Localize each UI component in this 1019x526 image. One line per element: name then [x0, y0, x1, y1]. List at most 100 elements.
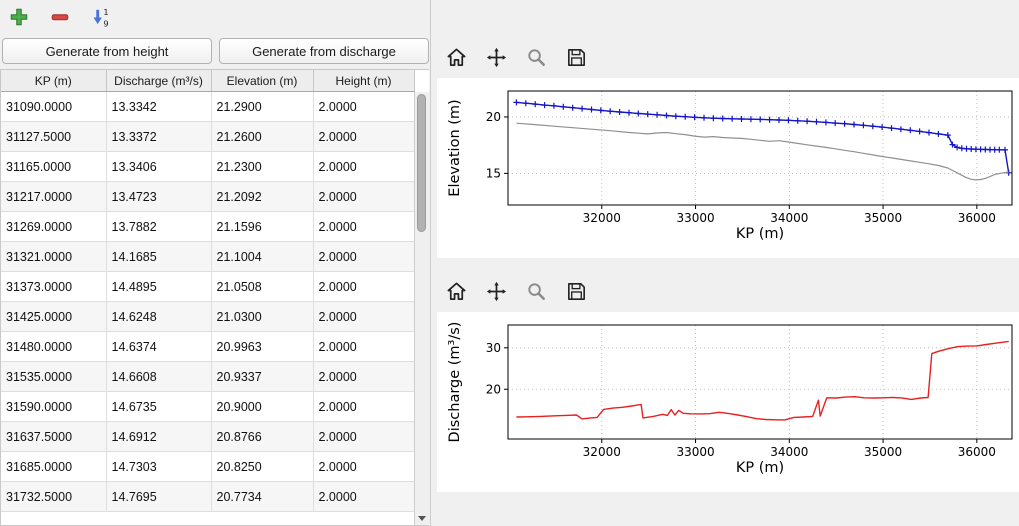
- table-cell[interactable]: 31217.0000: [1, 181, 107, 212]
- table-cell[interactable]: 14.4895: [106, 271, 212, 302]
- table-cell[interactable]: 2.0000: [313, 481, 415, 512]
- generate-from-height-button[interactable]: Generate from height: [2, 38, 212, 64]
- svg-text:34000: 34000: [770, 445, 808, 459]
- table-cell[interactable]: 14.6248: [106, 301, 212, 332]
- sort-rows-button[interactable]: 1 9: [87, 3, 115, 31]
- svg-text:34000: 34000: [770, 211, 808, 225]
- generate-buttons-row: Generate from height Generate from disch…: [2, 38, 429, 64]
- table-cell[interactable]: 31165.0000: [1, 151, 107, 182]
- table-cell[interactable]: 2.0000: [313, 151, 415, 182]
- save-icon: [568, 49, 585, 66]
- table-cell[interactable]: 13.4723: [106, 181, 212, 212]
- table-cell[interactable]: 20.7734: [211, 481, 314, 512]
- elevation-figure: 32000 33000 34000 35000 36000 15 20 KP (m) Eleva…: [437, 78, 1019, 258]
- table-cell[interactable]: 13.3372: [106, 121, 212, 152]
- svg-text:33000: 33000: [676, 211, 714, 225]
- discharge-chart-toolbar: [441, 276, 591, 306]
- column-header[interactable]: KP (m): [1, 70, 107, 92]
- save-button[interactable]: [561, 42, 591, 72]
- table-row: 31637.5000 14.6912 20.8766 2.0000: [1, 421, 415, 452]
- table-cell[interactable]: 31269.0000: [1, 211, 107, 242]
- table-cell[interactable]: 21.1596: [211, 211, 314, 242]
- table-scrollbar[interactable]: [414, 92, 429, 525]
- elevation-chart[interactable]: 32000 33000 34000 35000 36000 15 20 KP (m) Eleva…: [437, 78, 1019, 258]
- table-cell[interactable]: 31590.0000: [1, 391, 107, 422]
- zoom-button[interactable]: [521, 276, 551, 306]
- table-cell[interactable]: 31685.0000: [1, 451, 107, 482]
- table-cell[interactable]: 13.3406: [106, 151, 212, 182]
- table-cell[interactable]: 20.9000: [211, 391, 314, 422]
- column-header[interactable]: Elevation (m): [211, 70, 314, 92]
- discharge-chart[interactable]: 32000 33000 34000 35000 36000 20 30 KP (m) Disch…: [437, 312, 1019, 492]
- table-cell[interactable]: 2.0000: [313, 421, 415, 452]
- table-cell[interactable]: 20.8250: [211, 451, 314, 482]
- profile-table: KP (m) Discharge (m³/s) Elevation (m) Heigh…: [0, 69, 429, 526]
- table-cell[interactable]: 2.0000: [313, 301, 415, 332]
- scrollbar-thumb[interactable]: [417, 94, 426, 232]
- table-cell[interactable]: 14.7303: [106, 451, 212, 482]
- table-cell[interactable]: 13.7882: [106, 211, 212, 242]
- table-cell[interactable]: 21.0508: [211, 271, 314, 302]
- table-cell[interactable]: 14.7695: [106, 481, 212, 512]
- table-cell[interactable]: 14.6735: [106, 391, 212, 422]
- table-cell[interactable]: 31127.5000: [1, 121, 107, 152]
- svg-text:36000: 36000: [958, 211, 996, 225]
- table-header-row: KP (m) Discharge (m³/s) Elevation (m) Heigh…: [1, 70, 415, 92]
- column-header[interactable]: Height (m): [313, 70, 415, 92]
- svg-text:Discharge (m³/s): Discharge (m³/s): [447, 322, 463, 443]
- table-cell[interactable]: 2.0000: [313, 241, 415, 272]
- pan-button[interactable]: [481, 42, 511, 72]
- table-cell[interactable]: 13.3342: [106, 91, 212, 122]
- remove-row-button[interactable]: [46, 3, 74, 31]
- table-row: 31269.0000 13.7882 21.1596 2.0000: [1, 211, 415, 242]
- zoom-button[interactable]: [521, 42, 551, 72]
- table-cell[interactable]: 14.6608: [106, 361, 212, 392]
- pan-button[interactable]: [481, 276, 511, 306]
- table-cell[interactable]: 2.0000: [313, 451, 415, 482]
- home-button[interactable]: [441, 42, 471, 72]
- table-cell[interactable]: 2.0000: [313, 391, 415, 422]
- table-cell[interactable]: 2.0000: [313, 271, 415, 302]
- save-button[interactable]: [561, 276, 591, 306]
- generate-from-discharge-button[interactable]: Generate from discharge: [219, 38, 429, 64]
- table-cell[interactable]: 21.2600: [211, 121, 314, 152]
- table-cell[interactable]: 31732.5000: [1, 481, 107, 512]
- table-cell[interactable]: 31637.5000: [1, 421, 107, 452]
- table-cell[interactable]: 2.0000: [313, 91, 415, 122]
- table-cell[interactable]: 14.6912: [106, 421, 212, 452]
- table-cell[interactable]: 14.1685: [106, 241, 212, 272]
- table-cell[interactable]: 2.0000: [313, 361, 415, 392]
- table-cell[interactable]: 31090.0000: [1, 91, 107, 122]
- svg-text:32000: 32000: [583, 211, 621, 225]
- table-row: 31590.0000 14.6735 20.9000 2.0000: [1, 391, 415, 422]
- scrollbar-down-button[interactable]: [415, 511, 429, 525]
- table-cell[interactable]: 31321.0000: [1, 241, 107, 272]
- svg-text:30: 30: [486, 341, 501, 355]
- table-cell[interactable]: 31373.0000: [1, 271, 107, 302]
- home-icon: [447, 282, 466, 301]
- svg-text:35000: 35000: [864, 211, 902, 225]
- table-cell[interactable]: 21.0300: [211, 301, 314, 332]
- table-cell[interactable]: 14.6374: [106, 331, 212, 362]
- table-cell[interactable]: 31535.0000: [1, 361, 107, 392]
- table-cell[interactable]: 31480.0000: [1, 331, 107, 362]
- column-header[interactable]: Discharge (m³/s): [106, 70, 212, 92]
- svg-text:33000: 33000: [676, 445, 714, 459]
- table-cell[interactable]: 21.1004: [211, 241, 314, 272]
- table-cell[interactable]: 20.9963: [211, 331, 314, 362]
- add-row-button[interactable]: [5, 3, 33, 31]
- table-cell[interactable]: 21.2300: [211, 151, 314, 182]
- home-button[interactable]: [441, 276, 471, 306]
- pan-icon: [486, 281, 507, 302]
- table-cell[interactable]: 20.9337: [211, 361, 314, 392]
- table-cell[interactable]: 31425.0000: [1, 301, 107, 332]
- zoom-icon: [528, 283, 545, 300]
- table-cell[interactable]: 2.0000: [313, 181, 415, 212]
- table-cell[interactable]: 21.2092: [211, 181, 314, 212]
- table-cell[interactable]: 2.0000: [313, 121, 415, 152]
- table-cell[interactable]: 2.0000: [313, 211, 415, 242]
- table-cell[interactable]: 21.2900: [211, 91, 314, 122]
- table-cell[interactable]: 2.0000: [313, 331, 415, 362]
- svg-text:20: 20: [486, 382, 501, 396]
- table-cell[interactable]: 20.8766: [211, 421, 314, 452]
